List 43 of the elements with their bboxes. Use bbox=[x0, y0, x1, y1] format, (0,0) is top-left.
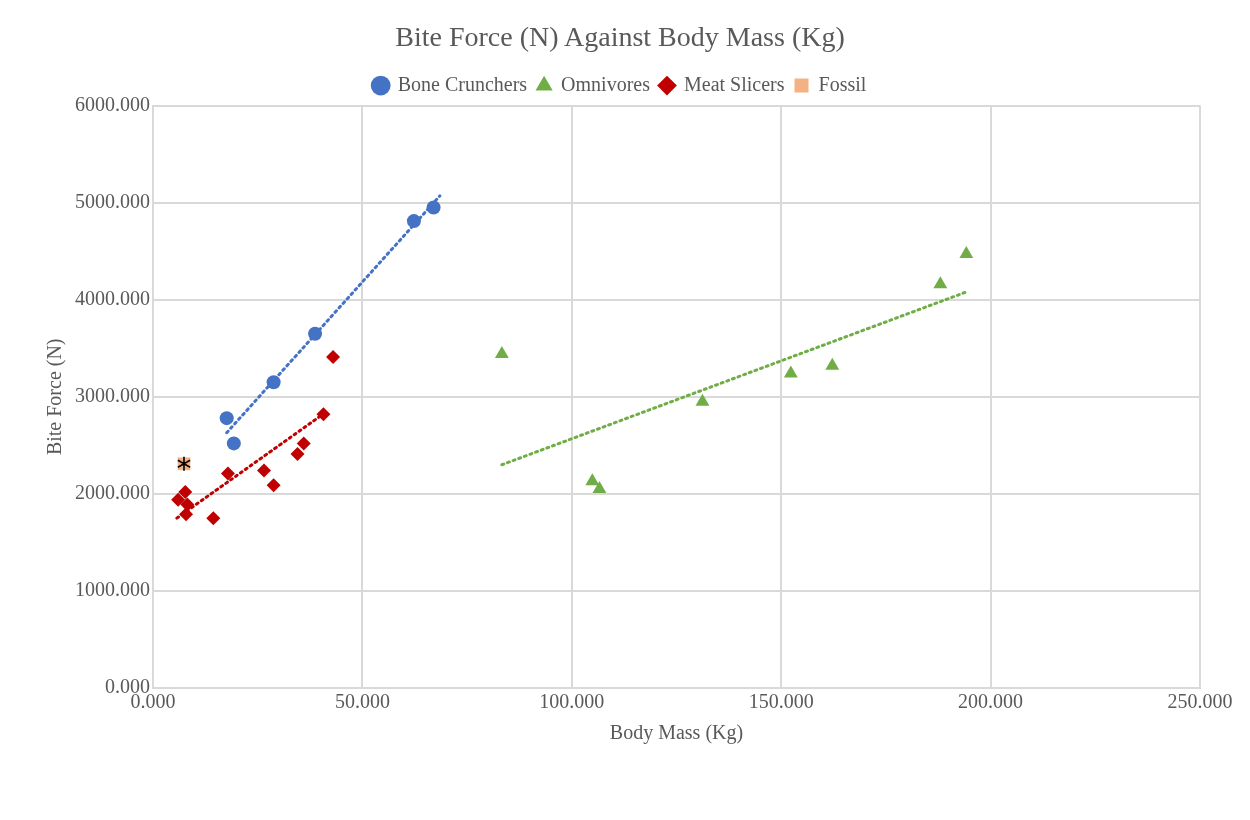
point bbox=[494, 346, 509, 359]
y-tick-label: 6000.000 bbox=[75, 92, 150, 115]
point bbox=[933, 276, 948, 289]
point bbox=[206, 511, 221, 526]
legend-label: Fossil bbox=[818, 72, 867, 95]
point bbox=[290, 447, 305, 462]
point bbox=[171, 492, 186, 507]
point bbox=[426, 200, 441, 215]
y-tick-label: 2000.000 bbox=[75, 481, 150, 504]
point bbox=[266, 375, 281, 390]
y-tick-label: 1000.000 bbox=[75, 578, 150, 601]
y-tick-label: 3000.000 bbox=[75, 384, 150, 407]
point bbox=[406, 214, 421, 229]
point bbox=[326, 350, 341, 364]
x-tick-label: 150.000 bbox=[748, 690, 814, 713]
point bbox=[220, 466, 235, 481]
point bbox=[179, 507, 194, 522]
point bbox=[226, 436, 241, 451]
point bbox=[695, 393, 710, 406]
chart-title: Bite Force (N) Against Body Mass (Kg) bbox=[395, 21, 845, 53]
point bbox=[296, 436, 311, 451]
point bbox=[592, 481, 607, 494]
point bbox=[783, 365, 798, 378]
point bbox=[178, 484, 193, 499]
point bbox=[585, 473, 600, 486]
x-tick-label: 250.000 bbox=[1167, 690, 1233, 713]
point bbox=[266, 478, 281, 493]
point bbox=[308, 326, 323, 341]
x-tick-label: 200.000 bbox=[958, 690, 1024, 713]
y-tick-label: 5000.000 bbox=[75, 189, 150, 212]
legend-label: Meat Slicers bbox=[683, 72, 785, 95]
x-axis-title: Body Mass (Kg) bbox=[609, 721, 744, 745]
point bbox=[316, 407, 331, 422]
legend-label: Bone Crunchers bbox=[397, 72, 528, 95]
point bbox=[959, 246, 974, 259]
y-axis-title: Bite Force (N) bbox=[43, 338, 67, 456]
point bbox=[219, 411, 234, 426]
x-tick-label: 100.000 bbox=[539, 690, 605, 713]
y-tick-label: 4000.000 bbox=[75, 286, 150, 309]
point bbox=[825, 357, 840, 370]
legend-label: Omnivores bbox=[561, 72, 651, 95]
x-tick-label: 50.000 bbox=[334, 690, 390, 713]
point bbox=[256, 463, 271, 478]
